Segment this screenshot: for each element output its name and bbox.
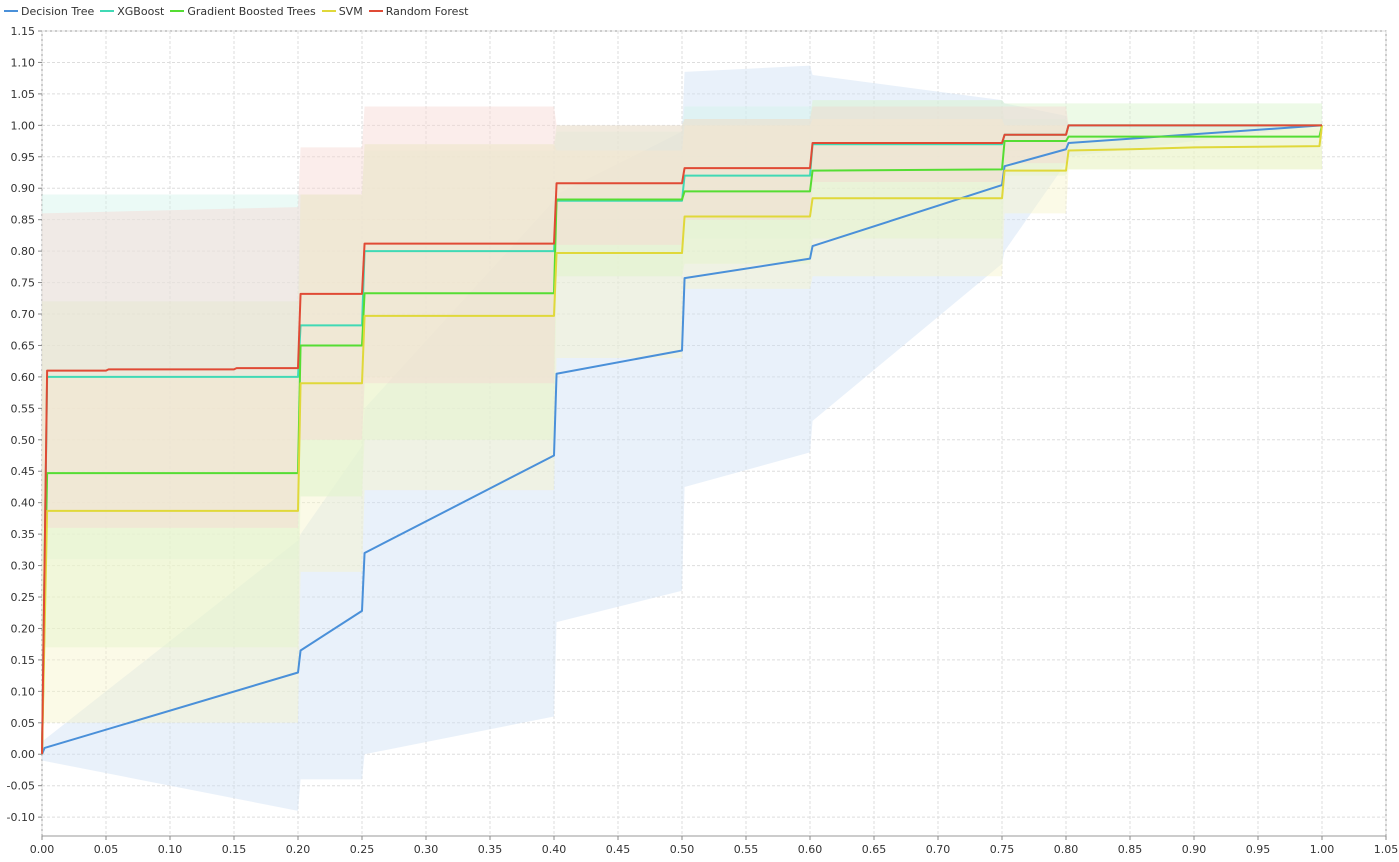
y-tick-label: 0.25 [11, 591, 36, 604]
x-tick-label: 0.50 [670, 843, 695, 856]
series-line-4 [41, 125, 1323, 755]
y-tick-label: -0.10 [7, 811, 35, 824]
confidence-band-4 [42, 119, 1322, 723]
y-tick-label: 0.95 [11, 151, 36, 164]
x-tick-label: 0.55 [734, 843, 759, 856]
y-tick-label: 0.80 [11, 245, 36, 258]
x-axis: 0.00 0.05 0.10 0.15 0.20 0.25 0.30 0.35 0.40 0.45… [30, 836, 1399, 856]
y-tick-label: 0.65 [11, 339, 36, 352]
legend-item: SVM [321, 4, 363, 18]
y-tick-label: 0.50 [11, 434, 36, 447]
x-tick-label: 0.15 [222, 843, 247, 856]
confidence-bands [42, 65, 1322, 811]
x-tick-label: 0.85 [1118, 843, 1143, 856]
plot-area [41, 30, 1387, 837]
x-tick-label: 0.00 [30, 843, 55, 856]
y-tick-label: 1.00 [11, 119, 36, 132]
chart-legend: Decision Tree XGBoost Gradient Boosted Tre… [4, 3, 475, 19]
legend-swatch [368, 10, 383, 12]
legend-item: XGBoost [100, 5, 164, 18]
confidence-band-3 [42, 100, 1322, 648]
legend-label: Random Forest [385, 4, 469, 18]
legend-item: Decision Tree [4, 5, 94, 18]
series-line-1 [41, 124, 1323, 755]
legend-item: Random Forest [368, 4, 469, 18]
confidence-band-1 [42, 65, 1322, 811]
x-tick-label: 0.90 [1182, 843, 1207, 856]
y-tick-label: 0.90 [11, 182, 36, 195]
x-tick-label: 0.80 [1054, 843, 1079, 856]
series-line-5 [41, 124, 1322, 755]
legend-item: Gradient Boosted Trees [170, 4, 316, 18]
x-tick-label: 0.30 [414, 843, 439, 856]
y-tick-label: 0.70 [11, 308, 36, 321]
legend-label: SVM [338, 4, 363, 18]
y-tick-label: 1.15 [11, 25, 36, 38]
legend-label: XGBoost [117, 4, 165, 18]
y-tick-label: 1.05 [11, 88, 36, 101]
x-tick-label: 0.60 [798, 843, 823, 856]
y-tick-label: -0.05 [7, 780, 35, 793]
legend-label: Gradient Boosted Trees [187, 4, 316, 18]
y-tick-label: 0.45 [11, 465, 36, 478]
x-tick-label: 0.70 [926, 843, 951, 856]
x-tick-label: 0.95 [1246, 843, 1271, 856]
x-tick-label: 0.65 [862, 843, 887, 856]
legend-swatch [100, 10, 115, 12]
series-lines [41, 124, 1323, 755]
x-tick-label: 1.00 [1310, 843, 1335, 856]
x-tick-label: 0.40 [542, 843, 567, 856]
y-tick-label: 0.75 [11, 277, 36, 290]
y-tick-label: 0.15 [11, 654, 36, 667]
confidence-band-2 [42, 106, 1322, 560]
legend-swatch [170, 10, 185, 12]
series-line-3 [41, 125, 1323, 755]
x-tick-label: 0.75 [990, 843, 1015, 856]
y-tick-label: 0.40 [11, 497, 36, 510]
y-tick-label: 0.85 [11, 214, 36, 227]
legend-swatch [4, 10, 18, 12]
y-tick-label: 0.00 [11, 748, 36, 761]
x-tick-label: 0.20 [286, 843, 311, 856]
legend-swatch [321, 10, 336, 12]
y-tick-label: 0.05 [11, 717, 36, 730]
confidence-band-5 [42, 106, 1322, 528]
x-tick-label: 0.05 [94, 843, 119, 856]
y-tick-label: 1.10 [11, 56, 36, 69]
y-axis: 1.15 1.10 1.05 1.00 0.95 0.90 0.85 0.80 0.75 0.70… [7, 25, 42, 824]
x-tick-label: 1.05 [1374, 843, 1399, 856]
y-tick-label: 0.10 [11, 685, 36, 698]
y-tick-label: 0.35 [11, 528, 36, 541]
y-tick-label: 0.30 [11, 560, 36, 573]
x-tick-label: 0.35 [478, 843, 503, 856]
x-tick-label: 0.25 [350, 843, 375, 856]
x-tick-label: 0.10 [158, 843, 183, 856]
x-tick-label: 0.45 [606, 843, 631, 856]
legend-label: Decision Tree [21, 4, 95, 18]
y-tick-label: 0.55 [11, 402, 36, 415]
grid-lines [41, 30, 1387, 836]
y-tick-label: 0.20 [11, 622, 36, 635]
y-tick-label: 0.60 [11, 371, 36, 384]
